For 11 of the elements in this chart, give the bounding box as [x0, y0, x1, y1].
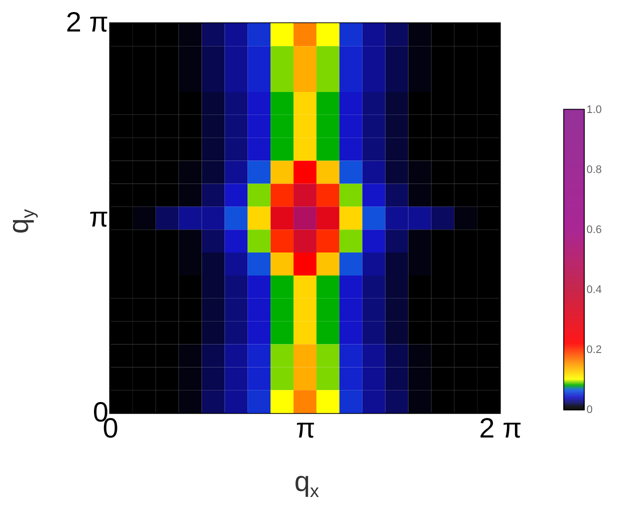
color-bar-label: 0.4 — [586, 284, 602, 296]
y-axis-title: qy — [3, 209, 38, 234]
color-bar-label: 0.8 — [586, 164, 602, 176]
color-bar-label: 1.0 — [586, 104, 602, 116]
x-tick-label: 2 π — [479, 412, 522, 444]
y-tick-label: 2 π — [66, 6, 108, 38]
x-tick-label: π — [296, 412, 316, 444]
color-bar-label: 0 — [586, 404, 593, 416]
y-tick-label: π — [89, 202, 108, 233]
color-bar-label: 0.6 — [586, 224, 602, 236]
color-bar-label: 0.2 — [586, 344, 602, 356]
